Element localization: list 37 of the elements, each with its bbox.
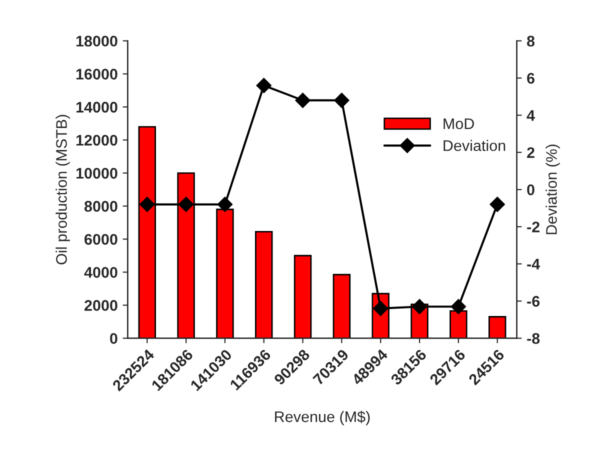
y2-tick-label: 6 bbox=[527, 72, 534, 84]
y-tick-label: 12000 bbox=[76, 134, 118, 146]
y2-tick-label: -8 bbox=[527, 333, 540, 344]
legend-label: Deviation bbox=[444, 140, 506, 152]
y2-tick-label: -2 bbox=[527, 222, 540, 232]
point bbox=[412, 299, 428, 314]
y-tick-label: 0 bbox=[110, 333, 118, 344]
point bbox=[295, 92, 310, 108]
x-axis-title: Revenue (M$) bbox=[275, 410, 370, 426]
y2-tick-label: 2 bbox=[527, 147, 534, 158]
bar bbox=[294, 254, 312, 338]
y-tick-label: 14000 bbox=[76, 102, 118, 113]
y-tick-label: 18000 bbox=[76, 36, 118, 47]
y-axis-title: Oil production (MSTB) bbox=[56, 114, 70, 264]
y2-tick-label: 4 bbox=[526, 110, 535, 121]
bar bbox=[255, 230, 273, 338]
y-tick-label: 10000 bbox=[76, 168, 118, 179]
y-tick-label: 2000 bbox=[84, 300, 118, 311]
point bbox=[334, 92, 350, 108]
legend-label: MoD bbox=[444, 118, 474, 130]
point bbox=[450, 299, 466, 314]
y-tick-label: 6000 bbox=[84, 234, 118, 245]
point bbox=[217, 196, 233, 212]
y-tick-label: 16000 bbox=[76, 68, 118, 80]
y2-tick-label: -6 bbox=[527, 296, 540, 307]
y-tick-label: 4000 bbox=[84, 267, 118, 278]
y2-axis-title: Deviation (%) bbox=[546, 144, 560, 234]
y2-tick-label: 8 bbox=[527, 36, 535, 47]
point bbox=[256, 78, 272, 94]
point bbox=[140, 196, 155, 212]
y-tick-label: 8000 bbox=[84, 200, 118, 212]
y2-tick-label: 0 bbox=[527, 184, 534, 196]
y2-tick-label: -4 bbox=[527, 258, 540, 270]
bar bbox=[332, 274, 351, 338]
point bbox=[490, 196, 505, 212]
bar bbox=[488, 316, 506, 338]
point bbox=[178, 196, 194, 212]
